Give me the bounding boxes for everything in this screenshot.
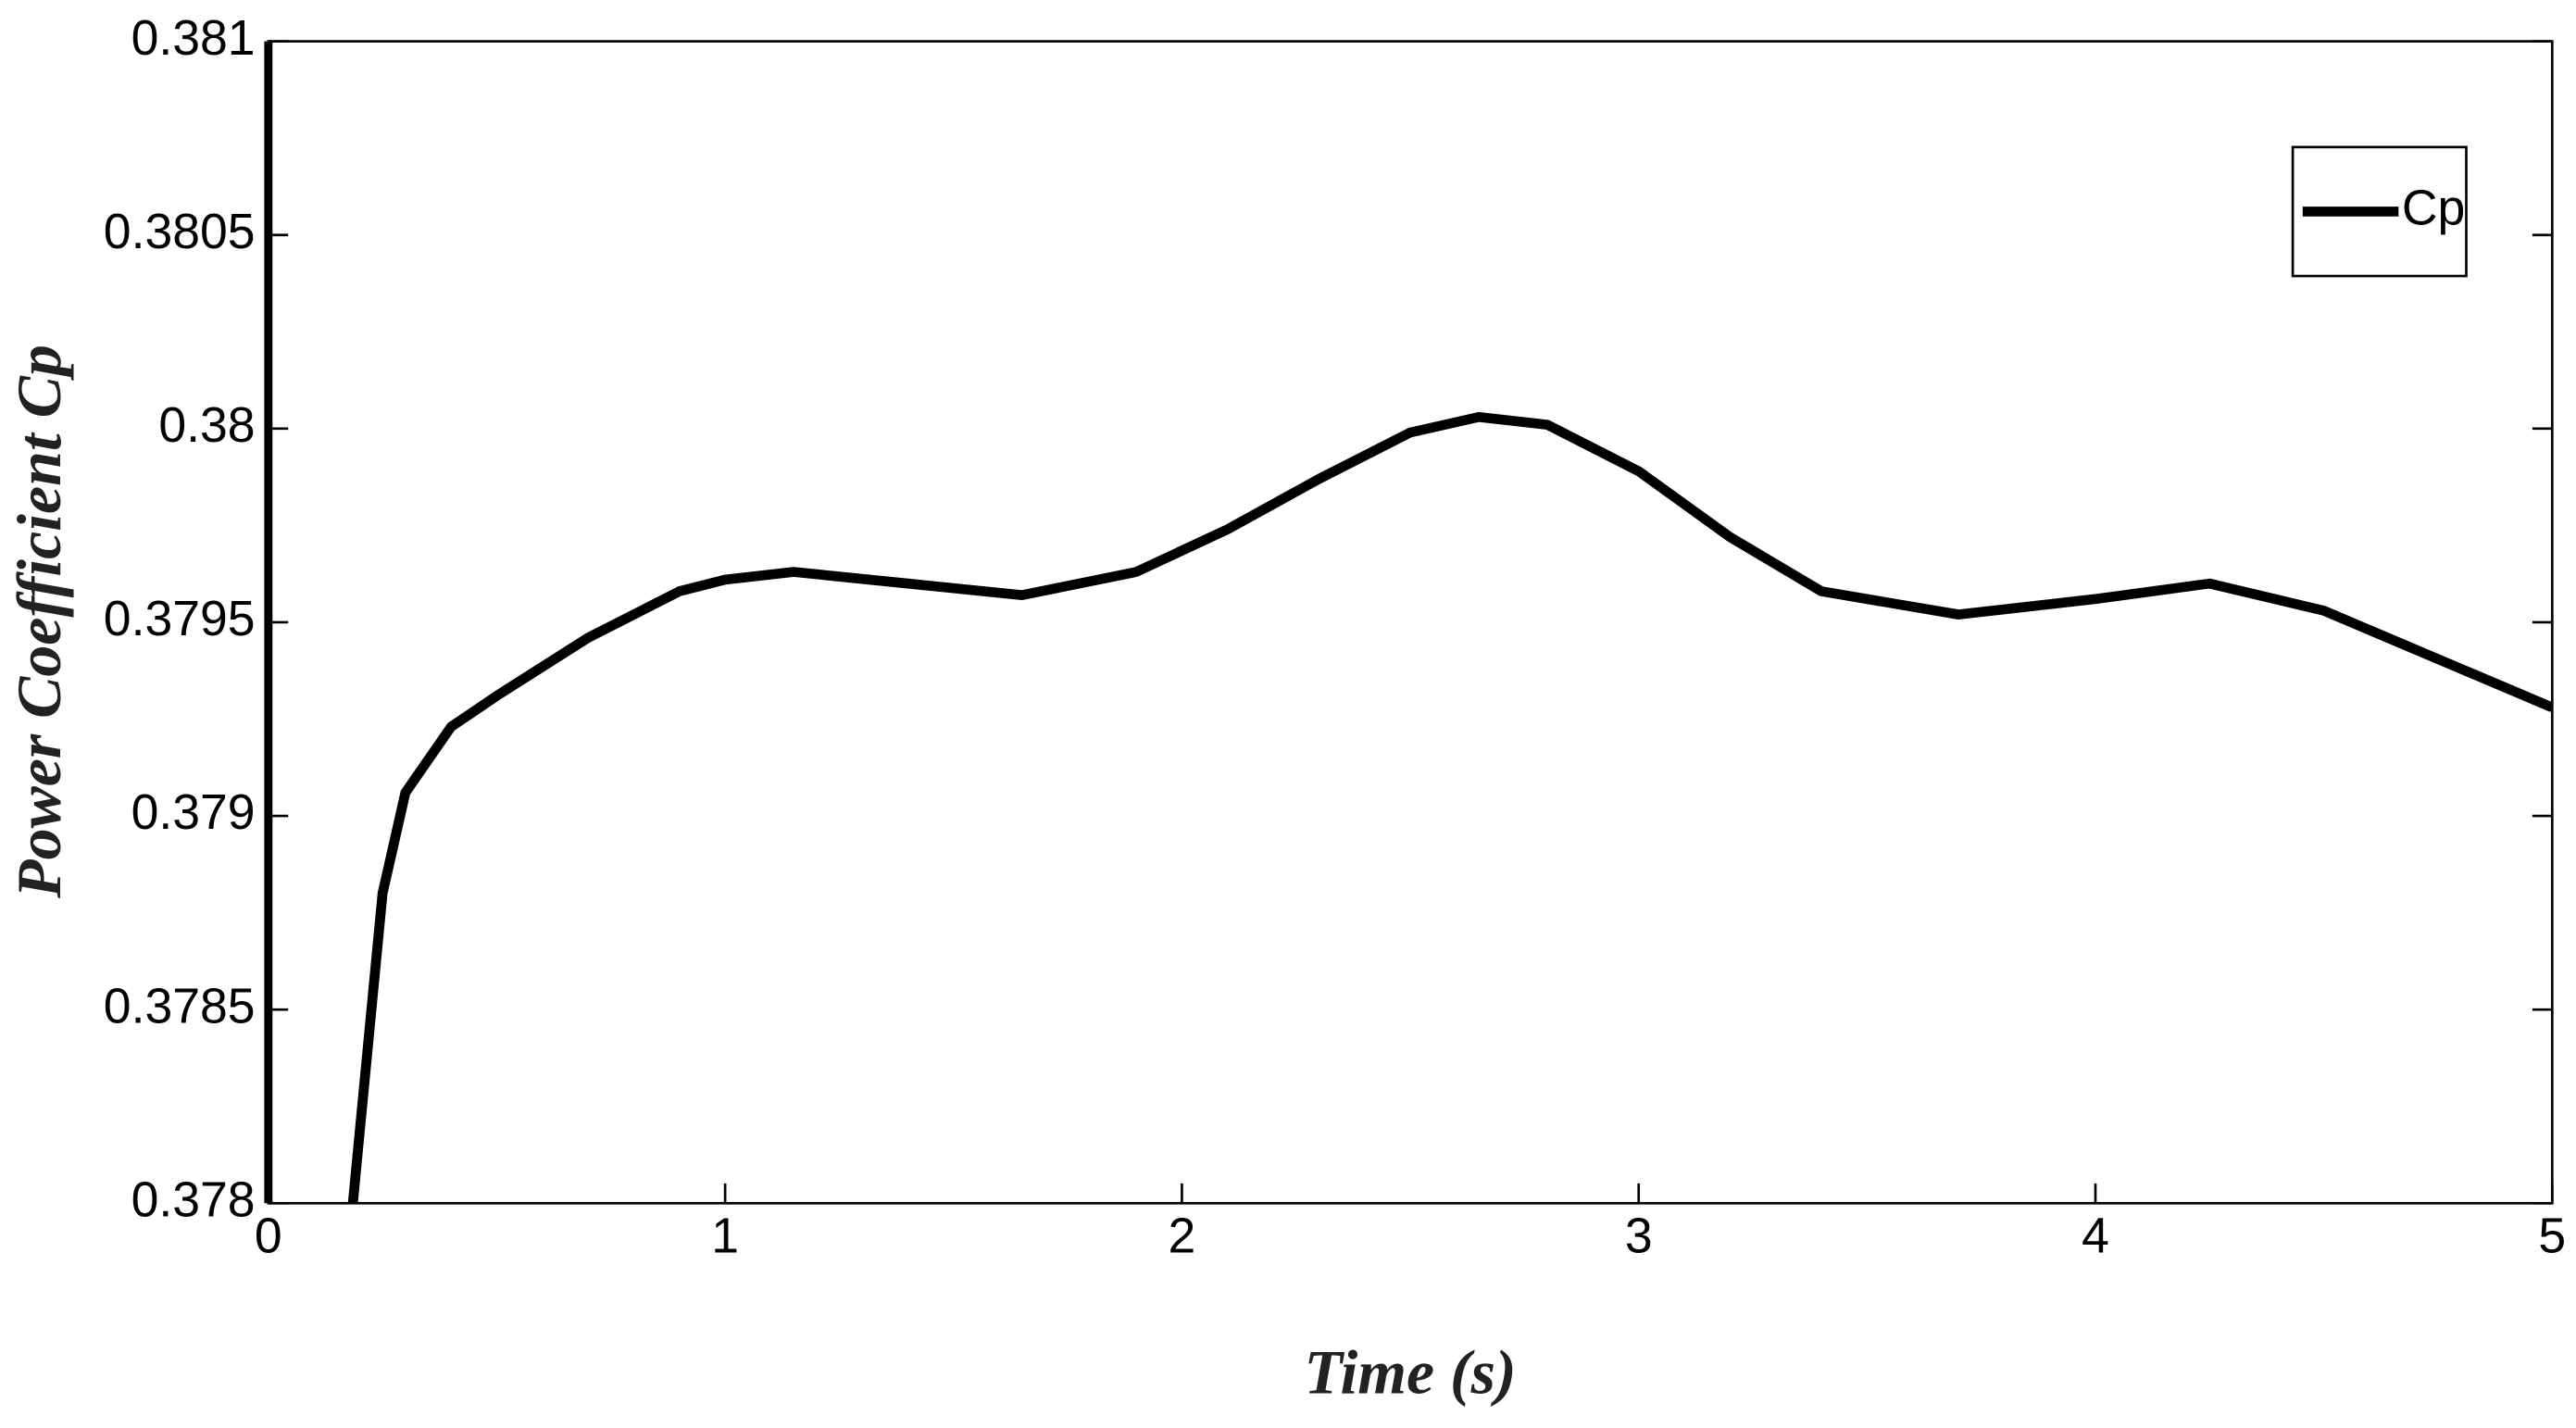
y-tick-label: 0.3805 — [104, 205, 256, 259]
data-line — [347, 411, 2553, 1204]
x-tick-label: 2 — [1169, 1209, 1196, 1264]
x-tick-label: 0 — [255, 1209, 282, 1264]
y-tick-label: 0.3795 — [104, 592, 256, 646]
x-tick-label: 5 — [2538, 1209, 2566, 1264]
x-tick-label: 3 — [1625, 1209, 1653, 1264]
y-tick-label: 0.379 — [131, 785, 256, 840]
x-tick-label: 1 — [711, 1209, 739, 1264]
y-tick-label: 0.381 — [131, 11, 256, 66]
x-tick-label: 4 — [2082, 1209, 2109, 1264]
y-tick-label: 0.38 — [158, 398, 255, 453]
y-tick-label: 0.378 — [131, 1172, 256, 1227]
y-tick-label: 0.3785 — [104, 979, 256, 1033]
y-axis-label: Power Coefficient Cp — [5, 344, 74, 899]
legend-label: Cp — [2402, 182, 2465, 236]
x-axis-label: Time (s) — [1305, 1338, 1517, 1408]
